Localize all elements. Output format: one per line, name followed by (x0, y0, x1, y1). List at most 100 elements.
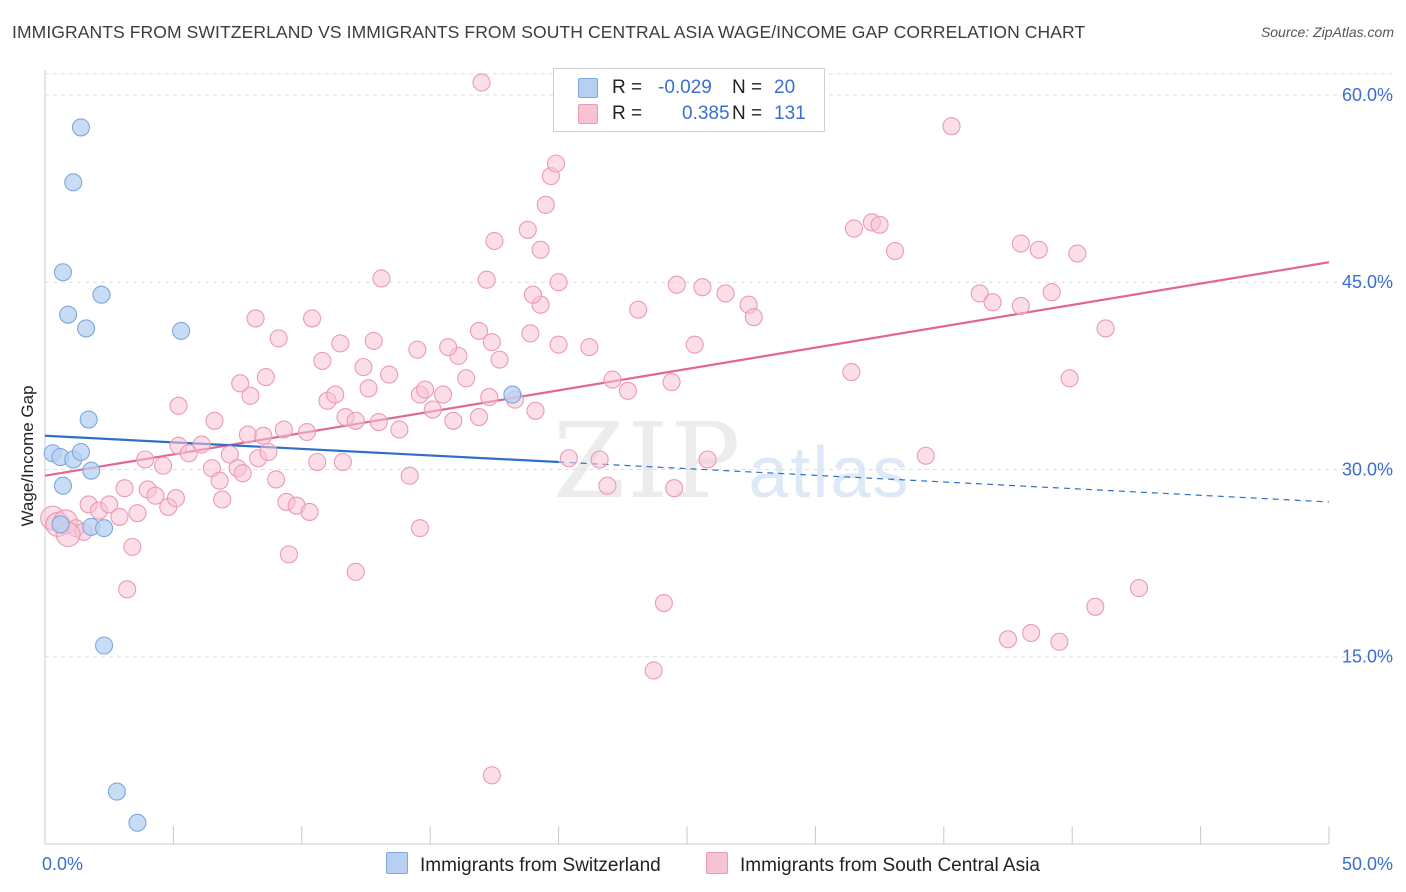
south-central-asia-point (354, 358, 373, 377)
switzerland-point (503, 385, 522, 404)
switzerland-point (53, 476, 73, 495)
south-central-asia-point (667, 275, 686, 294)
south-central-asia-point (331, 334, 350, 353)
south-central-asia-point (297, 422, 316, 442)
x-tick-label: 50.0% (1342, 854, 1393, 874)
south-central-asia-point (618, 381, 637, 400)
south-central-asia-point (279, 545, 299, 564)
bottom-legend-switzerland: Immigrants from Switzerland (386, 852, 661, 876)
south-central-asia-point (457, 369, 476, 388)
south-central-asia-point (983, 293, 1002, 312)
switzerland-point (77, 319, 96, 338)
data-points (40, 73, 1149, 832)
south-central-asia-point (546, 154, 566, 173)
south-central-asia-point (482, 333, 501, 352)
switzerland-point (107, 782, 126, 801)
south-central-asia-point (146, 486, 165, 505)
south-central-asia-point (1086, 597, 1105, 616)
south-central-asia-point (844, 219, 863, 238)
south-central-asia-point (523, 285, 542, 304)
switzerland-point (71, 442, 91, 462)
correlation-legend: R = -0.029 N = 20 R = 0.385 N = 131 (553, 68, 825, 132)
switzerland-point (172, 321, 191, 340)
south-central-asia-point (444, 411, 463, 430)
switzerland-point (79, 410, 98, 429)
chart-title: IMMIGRANTS FROM SWITZERLAND VS IMMIGRANT… (12, 22, 1086, 42)
south-central-asia-point (870, 215, 889, 234)
south-central-asia-point (590, 450, 609, 469)
south-central-asia-point (698, 450, 717, 469)
south-central-asia-point (1096, 319, 1115, 338)
south-central-asia-point (998, 630, 1018, 649)
south-central-asia-point (549, 273, 568, 292)
south-central-asia-point (241, 386, 260, 405)
switzerland-point (95, 519, 114, 538)
south-central-asia-point (1022, 623, 1041, 643)
south-central-asia-point (693, 278, 712, 297)
south-central-asia-point (482, 766, 501, 785)
switzerland-point (64, 173, 83, 192)
tick-labels: 15.0% 30.0% 45.0% 60.0% 0.0% 50.0% (42, 85, 1393, 874)
south-central-asia-point (423, 400, 442, 419)
south-central-asia-point (390, 420, 409, 439)
south-central-asia-point (408, 340, 427, 359)
south-central-asia-point (942, 117, 961, 136)
south-central-asia-point (123, 537, 142, 556)
south-central-asia-point (1011, 296, 1030, 315)
switzerland-trend-extension (558, 461, 1330, 503)
south-central-asia-point (531, 240, 550, 259)
south-central-asia-point (346, 562, 365, 581)
south-central-asia-point (333, 452, 352, 472)
bottom-legend-swatch-blue (386, 852, 408, 874)
south-central-asia-point (118, 580, 137, 599)
south-central-asia-point (205, 411, 224, 430)
south-central-asia-point (629, 300, 648, 319)
south-central-asia-point (603, 370, 622, 389)
south-central-asia-point (549, 335, 568, 354)
south-central-asia-point (433, 385, 453, 404)
south-central-asia-point (477, 270, 496, 289)
south-central-asia-point (326, 385, 345, 404)
south-central-asia-point (238, 425, 257, 444)
bottom-legend-south-central-asia: Immigrants from South Central Asia (706, 852, 1040, 876)
switzerland-point (95, 636, 114, 655)
south-central-asia-point (246, 309, 265, 328)
south-central-asia-point (192, 435, 211, 454)
south-central-asia-point (526, 401, 545, 420)
watermark-atlas: atlas (748, 433, 911, 513)
source-label: Source: ZipAtlas.com (1260, 24, 1394, 40)
south-central-asia-point (313, 351, 332, 370)
south-central-asia-point (259, 442, 278, 462)
south-central-asia-point (744, 308, 763, 327)
south-central-asia-point (469, 321, 489, 340)
south-central-asia-point (380, 365, 399, 384)
bottom-legend-swatch-pink (706, 852, 728, 874)
south-central-asia-point (254, 426, 273, 445)
south-central-asia-point (410, 519, 429, 538)
south-central-asia-point (665, 479, 684, 498)
x-tick-label: 0.0% (42, 854, 83, 874)
y-tick-label: 15.0% (1342, 647, 1393, 667)
y-tick-label: 45.0% (1342, 272, 1393, 292)
south-central-asia-point (536, 195, 555, 214)
south-central-asia-point (716, 284, 735, 303)
legend-swatch-blue (578, 78, 598, 98)
south-central-asia-point (1050, 632, 1069, 651)
south-central-asia-point (480, 388, 499, 407)
south-central-asia-point (485, 231, 504, 251)
south-central-asia-point (842, 363, 861, 382)
south-central-asia-point (1042, 283, 1061, 302)
legend-r-label: R = (612, 77, 643, 98)
south-central-asia-point (885, 241, 905, 261)
south-central-asia-point (220, 445, 239, 464)
south-central-asia-point (300, 502, 319, 521)
south-central-asia-point (970, 284, 989, 303)
south-central-asia-point (136, 450, 155, 469)
south-central-asia-point (154, 456, 173, 475)
south-central-asia-point (521, 324, 540, 343)
grid-lines (45, 73, 1392, 658)
south-central-asia-point (169, 396, 188, 415)
y-axis-label: Wage/Income Gap (18, 385, 37, 527)
legend-n-label: N = (732, 77, 763, 98)
